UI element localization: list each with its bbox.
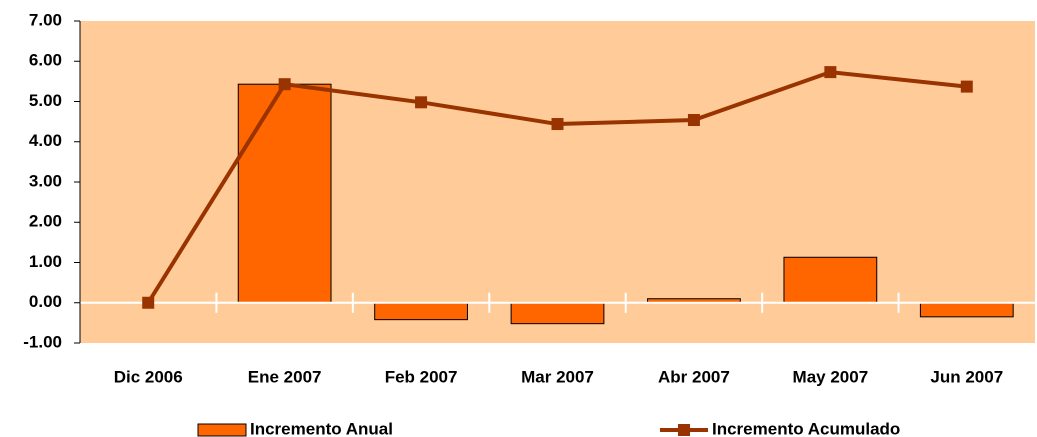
bar <box>783 256 878 304</box>
y-tick-label: 2.00 <box>29 212 62 231</box>
x-tick-label: Ene 2007 <box>248 367 322 386</box>
x-tick-label: Mar 2007 <box>521 367 594 386</box>
legend-swatch-marker <box>678 424 690 436</box>
y-tick-label: -1.00 <box>23 332 62 351</box>
y-tick-label: 0.00 <box>29 292 62 311</box>
bar <box>237 83 332 304</box>
line-marker <box>142 296 155 309</box>
line-marker <box>415 96 428 109</box>
bar <box>510 302 605 325</box>
y-tick-label: 7.00 <box>29 10 62 29</box>
x-tick-label: Dic 2006 <box>114 367 183 386</box>
bar <box>919 302 1014 318</box>
y-tick-label: 3.00 <box>29 171 62 190</box>
legend-label: Incremento Anual <box>250 419 393 437</box>
x-tick-label: May 2007 <box>793 367 869 386</box>
line-marker <box>960 80 973 93</box>
y-tick-label: 5.00 <box>29 91 62 110</box>
x-tick-label: Feb 2007 <box>385 367 458 386</box>
x-tick-label: Jun 2007 <box>930 367 1003 386</box>
x-tick-label: Abr 2007 <box>658 367 730 386</box>
bar <box>374 302 468 321</box>
line-marker <box>687 114 700 127</box>
line-marker <box>824 66 837 79</box>
y-tick-label: 1.00 <box>29 252 62 271</box>
legend-label: Incremento Acumulado <box>712 419 900 437</box>
y-tick-label: 6.00 <box>29 51 62 70</box>
legend-swatch <box>197 423 247 437</box>
line-marker <box>551 118 564 131</box>
line-marker <box>278 78 291 91</box>
y-tick-label: 4.00 <box>29 131 62 150</box>
